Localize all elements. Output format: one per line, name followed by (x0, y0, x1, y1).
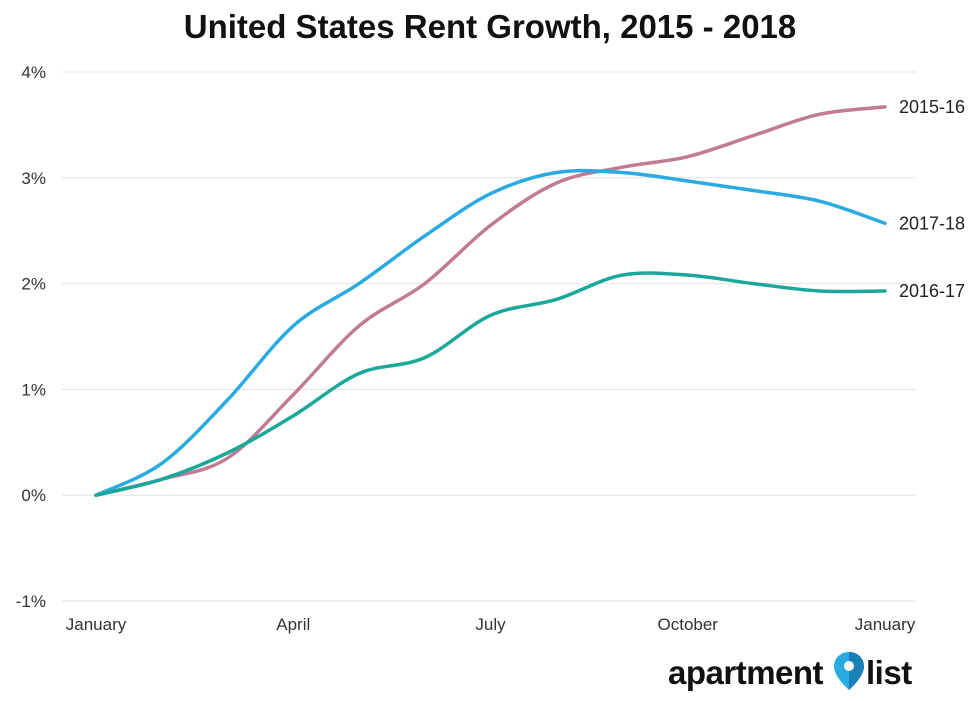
y-tick-label: 3% (21, 169, 46, 188)
y-tick-label: 4% (21, 63, 46, 82)
series-lines (94, 105, 887, 497)
chart-title: United States Rent Growth, 2015 - 2018 (183, 8, 797, 45)
series-label-2017-18: 2017-18 (899, 213, 965, 233)
map-pin-icon (834, 652, 864, 690)
y-tick-label: -1% (16, 592, 46, 611)
x-tick-label: January (855, 615, 916, 634)
series-labels: 2015-16 2017-18 2016-17 (899, 97, 965, 301)
series-label-2015-16: 2015-16 (899, 97, 965, 117)
x-axis-ticks: January April July October January (66, 615, 916, 634)
series-line-2017-18 (94, 168, 887, 497)
gridlines (62, 71, 916, 602)
x-tick-label: October (658, 615, 719, 634)
y-tick-label: 1% (21, 380, 46, 399)
y-axis-ticks: 4% 3% 2% 1% 0% -1% (16, 63, 46, 611)
logo-text-list: list (866, 654, 912, 691)
x-tick-label: January (66, 615, 127, 634)
x-tick-label: July (475, 615, 506, 634)
series-line-2015-16 (94, 105, 887, 497)
y-tick-label: 2% (21, 275, 46, 294)
series-label-2016-17: 2016-17 (899, 281, 965, 301)
x-tick-label: April (276, 615, 310, 634)
logo-text-apartment: apartment (668, 654, 824, 691)
series-line-2016-17 (94, 271, 887, 497)
y-tick-label: 0% (21, 486, 46, 505)
